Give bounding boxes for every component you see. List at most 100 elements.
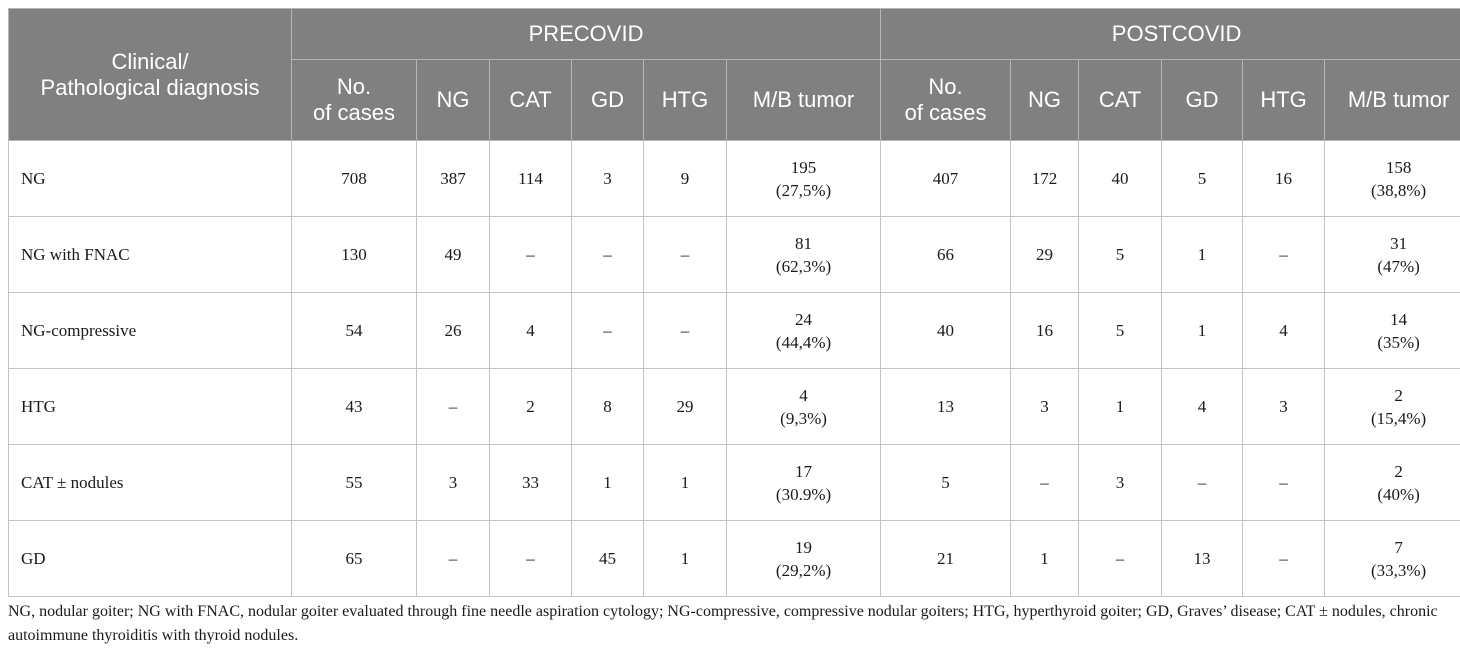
- post-gd-cell: 1: [1161, 216, 1244, 293]
- table-row: GD 65 – – 45 1 19 (29,2%) 21 1 – 13 – 7 (3…: [8, 520, 1460, 597]
- post-gd-cell: –: [1161, 444, 1244, 521]
- post-cases-cell: 5: [880, 444, 1012, 521]
- pre-cases-cell: 130: [291, 216, 417, 293]
- table-row: NG with FNAC 130 49 – – – 81 (62,3%) 66 2…: [8, 216, 1460, 293]
- table-row: CAT ± nodules 55 3 33 1 1 17 (30.9%) 5 – …: [8, 444, 1460, 521]
- row-label: CAT ± nodules: [8, 444, 292, 521]
- pre-htg-cell: 29: [643, 368, 727, 445]
- pre-cases-cell: 708: [291, 140, 417, 217]
- pre-gd-cell: 3: [571, 140, 644, 217]
- pre-mb-percent: (44,4%): [775, 332, 832, 352]
- pre-htg-cell: –: [643, 216, 727, 293]
- table-container: Clinical/ Pathological diagnosis PRECOVI…: [8, 8, 1460, 597]
- post-cases-cell: 21: [880, 520, 1012, 597]
- post-ng-cell: 16: [1010, 292, 1080, 369]
- pre-cat-cell: –: [489, 216, 572, 293]
- pre-htg-cell: –: [643, 292, 727, 369]
- post-cases-cell: 66: [880, 216, 1012, 293]
- post-gd-cell: 4: [1161, 368, 1244, 445]
- post-mb-cell: 31 (47%): [1324, 216, 1460, 293]
- post-mb-cell: 2 (40%): [1324, 444, 1460, 521]
- post-cases-cell: 13: [880, 368, 1012, 445]
- post-cases-header: No. of cases: [880, 59, 1012, 141]
- pre-ng-cell: 3: [416, 444, 490, 521]
- row-label: NG with FNAC: [8, 216, 292, 293]
- post-mb-percent: (33,3%): [1370, 560, 1427, 580]
- post-ng-cell: 29: [1010, 216, 1080, 293]
- pre-mb-count: 4: [799, 385, 808, 405]
- post-mb-count: 2: [1394, 461, 1403, 481]
- pre-gd-cell: 45: [571, 520, 644, 597]
- pre-mb-percent: (27,5%): [775, 180, 832, 200]
- post-htg-cell: 3: [1242, 368, 1326, 445]
- pre-cat-cell: 114: [489, 140, 572, 217]
- post-ng-header: NG: [1010, 59, 1080, 141]
- pre-mb-cell: 195 (27,5%): [725, 140, 882, 217]
- post-cases-header-line2: of cases: [904, 100, 987, 125]
- pre-gd-cell: –: [571, 216, 644, 293]
- pre-cat-header: CAT: [489, 59, 572, 141]
- post-mb-percent: (15,4%): [1370, 408, 1427, 428]
- post-cat-cell: 40: [1078, 140, 1163, 217]
- diagnosis-table: Clinical/ Pathological diagnosis PRECOVI…: [8, 8, 1460, 597]
- table-footnote: NG, nodular goiter; NG with FNAC, nodula…: [8, 603, 1438, 644]
- row-label: GD: [8, 520, 292, 597]
- post-htg-cell: –: [1242, 444, 1326, 521]
- post-htg-cell: –: [1242, 520, 1326, 597]
- pre-cases-cell: 43: [291, 368, 417, 445]
- pre-mb-count: 195: [790, 157, 817, 177]
- post-mb-count: 2: [1394, 385, 1403, 405]
- pre-cases-cell: 55: [291, 444, 417, 521]
- pre-cases-header-line1: No.: [336, 74, 372, 99]
- pre-cases-header-line2: of cases: [313, 100, 395, 125]
- diagnosis-header: Clinical/ Pathological diagnosis: [8, 8, 292, 141]
- pre-ng-cell: 387: [416, 140, 490, 217]
- pre-cat-cell: 33: [489, 444, 572, 521]
- pre-mb-cell: 4 (9,3%): [725, 368, 882, 445]
- pre-mb-percent: (62,3%): [775, 256, 832, 276]
- row-label: HTG: [8, 368, 292, 445]
- pre-gd-cell: 1: [571, 444, 644, 521]
- pre-gd-header: GD: [571, 59, 644, 141]
- pre-mb-cell: 19 (29,2%): [725, 520, 882, 597]
- pre-mb-count: 17: [795, 461, 813, 481]
- post-cat-cell: 5: [1078, 292, 1163, 369]
- post-htg-cell: 4: [1242, 292, 1326, 369]
- pre-ng-cell: –: [416, 520, 490, 597]
- table-row: NG 708 387 114 3 9 195 (27,5%) 407 172 40…: [8, 140, 1460, 217]
- post-cases-cell: 40: [880, 292, 1012, 369]
- diagnosis-header-line2: Pathological diagnosis: [40, 74, 260, 100]
- pre-mb-percent: (30.9%): [775, 484, 832, 504]
- diagnosis-header-line1: Clinical/: [111, 48, 189, 74]
- row-label: NG: [8, 140, 292, 217]
- pre-gd-cell: 8: [571, 368, 644, 445]
- pre-cases-cell: 65: [291, 520, 417, 597]
- pre-gd-cell: –: [571, 292, 644, 369]
- pre-mb-percent: (29,2%): [775, 560, 832, 580]
- pre-cases-header: No. of cases: [291, 59, 417, 141]
- pre-ng-cell: –: [416, 368, 490, 445]
- pre-mb-cell: 81 (62,3%): [725, 216, 882, 293]
- precovid-header: PRECOVID: [290, 8, 882, 60]
- post-htg-header: HTG: [1242, 59, 1326, 141]
- post-cat-header: CAT: [1078, 59, 1163, 141]
- post-htg-cell: 16: [1242, 140, 1326, 217]
- post-mb-percent: (35%): [1377, 332, 1420, 352]
- post-ng-cell: –: [1010, 444, 1080, 521]
- post-mb-percent: (40%): [1377, 484, 1420, 504]
- post-mb-cell: 14 (35%): [1324, 292, 1460, 369]
- pre-mb-cell: 17 (30.9%): [725, 444, 882, 521]
- postcovid-header: POSTCOVID: [880, 8, 1460, 60]
- pre-htg-cell: 1: [643, 520, 727, 597]
- pre-ng-cell: 49: [416, 216, 490, 293]
- post-mb-cell: 2 (15,4%): [1324, 368, 1460, 445]
- pre-mb-header: M/B tumor: [725, 59, 882, 141]
- post-gd-cell: 1: [1161, 292, 1244, 369]
- pre-mb-count: 24: [795, 309, 813, 329]
- post-ng-cell: 3: [1010, 368, 1080, 445]
- post-mb-percent: (47%): [1377, 256, 1420, 276]
- pre-htg-header: HTG: [643, 59, 727, 141]
- post-cat-cell: 1: [1078, 368, 1163, 445]
- pre-mb-count: 19: [795, 537, 813, 557]
- post-mb-percent: (38,8%): [1370, 180, 1427, 200]
